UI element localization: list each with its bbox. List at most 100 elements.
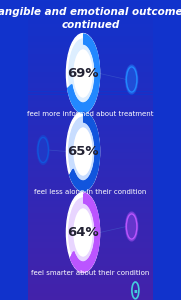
Bar <box>28 148 153 150</box>
Bar <box>28 117 153 118</box>
Bar <box>28 202 153 204</box>
Bar <box>28 290 153 291</box>
Bar <box>28 171 153 172</box>
Bar <box>28 85 153 87</box>
Bar <box>28 0 153 2</box>
Bar <box>28 285 153 286</box>
Bar <box>28 190 153 192</box>
Bar <box>28 34 153 36</box>
Bar <box>28 288 153 290</box>
Bar <box>28 8 153 9</box>
Bar <box>28 64 153 66</box>
Bar <box>28 146 153 147</box>
Circle shape <box>66 34 100 113</box>
Bar <box>28 122 153 123</box>
Bar <box>28 232 153 234</box>
Bar <box>28 52 153 54</box>
Text: 65%: 65% <box>67 145 99 158</box>
Bar <box>28 176 153 177</box>
Bar <box>28 54 153 56</box>
Bar <box>28 26 153 27</box>
Bar <box>28 142 153 144</box>
Bar <box>28 249 153 250</box>
Bar <box>28 70 153 72</box>
Bar <box>28 9 153 11</box>
Bar <box>28 228 153 230</box>
Bar <box>28 51 153 52</box>
Bar <box>28 74 153 75</box>
Bar <box>28 206 153 207</box>
Bar <box>28 69 153 70</box>
Bar <box>28 198 153 200</box>
Circle shape <box>126 65 138 94</box>
Bar <box>28 216 153 218</box>
Bar <box>28 96 153 98</box>
Bar <box>28 32 153 33</box>
Bar <box>28 100 153 102</box>
Bar <box>28 264 153 266</box>
Bar <box>28 174 153 176</box>
Bar <box>28 248 153 249</box>
Bar <box>28 178 153 180</box>
Bar <box>28 212 153 213</box>
Text: ▪: ▪ <box>134 288 137 293</box>
Bar <box>28 220 153 222</box>
Bar <box>28 99 153 100</box>
Bar <box>28 284 153 285</box>
Circle shape <box>66 112 100 191</box>
Bar <box>28 88 153 90</box>
Bar <box>28 204 153 206</box>
Bar <box>28 169 153 171</box>
Bar <box>28 196 153 198</box>
Text: feel smarter about their condition: feel smarter about their condition <box>31 270 150 276</box>
Bar <box>28 226 153 228</box>
Bar <box>28 200 153 201</box>
Bar <box>28 63 153 64</box>
Bar <box>28 236 153 237</box>
Bar <box>28 106 153 108</box>
Bar <box>28 172 153 174</box>
Bar <box>28 140 153 141</box>
Bar <box>28 182 153 183</box>
Bar <box>28 266 153 267</box>
Bar <box>28 123 153 124</box>
Bar <box>28 250 153 252</box>
Bar <box>28 234 153 236</box>
Bar <box>28 39 153 40</box>
Bar <box>28 4 153 6</box>
Bar <box>28 242 153 243</box>
Bar <box>28 24 153 26</box>
Bar <box>28 184 153 186</box>
Bar <box>28 150 153 152</box>
Bar <box>28 186 153 188</box>
Bar <box>28 45 153 46</box>
Bar <box>28 274 153 276</box>
Bar <box>28 132 153 134</box>
Bar <box>28 15 153 16</box>
Bar <box>28 262 153 264</box>
Bar <box>28 280 153 282</box>
Circle shape <box>37 136 49 164</box>
Bar <box>28 243 153 244</box>
Bar <box>28 98 153 99</box>
Bar <box>28 60 153 61</box>
Bar <box>28 58 153 60</box>
Bar <box>28 164 153 165</box>
Bar <box>28 214 153 216</box>
Text: feel less alone in their condition: feel less alone in their condition <box>34 189 147 195</box>
Bar <box>28 66 153 68</box>
Bar <box>28 192 153 194</box>
Bar <box>28 102 153 104</box>
Bar <box>28 40 153 42</box>
Bar <box>28 244 153 246</box>
Bar <box>28 246 153 247</box>
Bar <box>28 167 153 168</box>
Bar <box>28 160 153 162</box>
Bar <box>28 124 153 126</box>
Bar <box>28 292 153 294</box>
Bar <box>28 12 153 14</box>
Bar <box>28 76 153 78</box>
Bar <box>28 279 153 280</box>
Bar <box>28 105 153 106</box>
Bar <box>28 61 153 63</box>
